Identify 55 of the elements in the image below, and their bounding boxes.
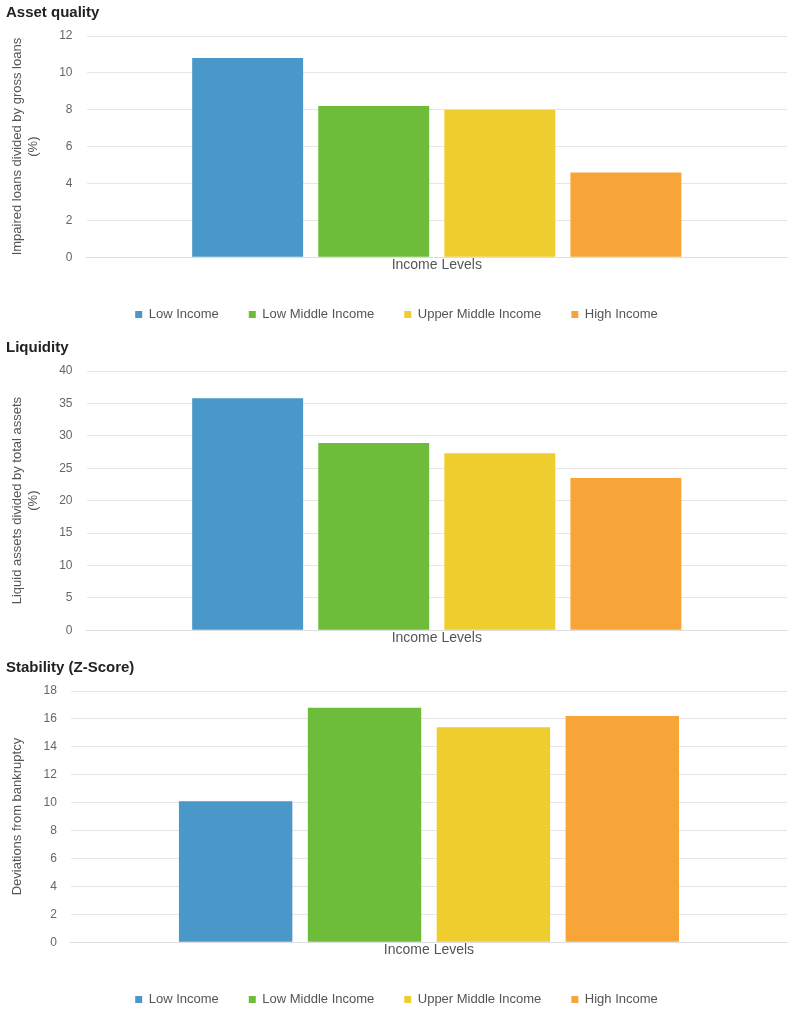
y-tick-label: 12 (43, 767, 58, 782)
y-tick-label: 2 (65, 212, 73, 227)
bar (570, 172, 682, 257)
bar (192, 398, 304, 630)
y-tick-label: 15 (59, 525, 73, 540)
bar (318, 442, 430, 630)
bar (318, 106, 430, 257)
legend-label: High Income (584, 991, 658, 1007)
y-tick-label: 6 (50, 850, 58, 865)
legend-label: Upper Middle Income (417, 991, 542, 1007)
x-axis-title: Income Levels (383, 941, 475, 958)
y-axis-title: Liquid assets divided by total assets (%) (9, 396, 40, 605)
y-axis-title: Deviations from bankruptcy (9, 737, 25, 896)
y-tick-label: 30 (59, 428, 73, 443)
bar (570, 477, 682, 630)
y-tick-label: 8 (50, 822, 58, 837)
y-axis-title: Impaired loans divided by gross loans (%) (9, 37, 40, 256)
legend-label: Upper Middle Income (417, 306, 542, 322)
y-tick-label: 25 (59, 460, 73, 475)
y-tick-label: 14 (43, 739, 58, 754)
y-tick-label: 16 (43, 711, 58, 726)
x-axis-title: Income Levels (391, 629, 482, 646)
y-tick-label: 5 (65, 590, 73, 605)
y-tick-label: 0 (65, 249, 73, 264)
y-tick-label: 18 (43, 683, 58, 698)
legend-label: Low Middle Income (262, 991, 375, 1007)
bar (436, 727, 551, 942)
legend-label: Low Middle Income (262, 306, 375, 322)
y-tick-label: 10 (59, 557, 73, 572)
bar (565, 716, 680, 942)
bar (178, 801, 293, 942)
legend-label: Low Income (148, 306, 219, 322)
bar (444, 109, 556, 257)
y-tick-label: 4 (50, 878, 58, 893)
bar (192, 58, 304, 257)
bar (444, 453, 556, 630)
x-axis-title: Income Levels (391, 256, 482, 273)
legend-label: Low Income (148, 991, 219, 1007)
chart-title: Asset quality (6, 3, 101, 21)
y-tick-label: 2 (50, 906, 58, 921)
y-tick-label: 12 (59, 28, 73, 43)
y-tick-label: 0 (65, 622, 73, 637)
y-tick-label: 10 (59, 65, 73, 80)
y-tick-label: 8 (65, 102, 73, 117)
y-tick-label: 20 (59, 492, 73, 507)
chart-title: Liquidity (6, 338, 70, 356)
y-tick-label: 10 (43, 794, 58, 809)
y-tick-label: 35 (59, 395, 73, 410)
y-tick-label: 0 (50, 934, 58, 949)
bar (307, 707, 422, 942)
legend-label: High Income (584, 306, 658, 322)
y-tick-label: 40 (59, 363, 73, 378)
chart-title: Stability (Z-Score) (6, 658, 135, 676)
y-tick-label: 6 (65, 138, 73, 153)
y-tick-label: 4 (65, 175, 73, 190)
